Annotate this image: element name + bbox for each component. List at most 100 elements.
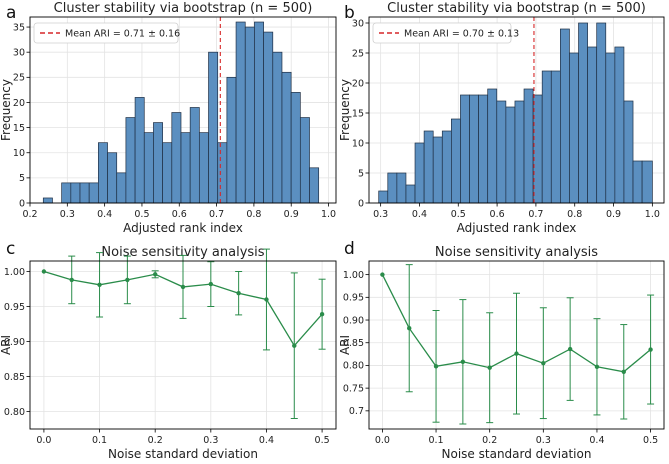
x-axis-label: Adjusted rank index — [123, 221, 243, 235]
y-tick-label: 1.00 — [4, 267, 25, 278]
x-ticks: 0.0 0.1 0.2 0.3 0.4 0.5 — [36, 429, 330, 446]
x-tick-label: 0.2 — [22, 209, 37, 220]
y-tick-label: 1.00 — [343, 270, 364, 281]
x-tick-label: 0.0 — [375, 435, 390, 446]
panel-letter: b — [344, 3, 355, 23]
histogram-bar — [423, 130, 434, 204]
y-axis-label: ARI — [0, 335, 13, 355]
axes-frame — [368, 260, 665, 430]
histogram-bar — [180, 132, 191, 204]
y-tick-label: 0.7 — [349, 406, 364, 417]
legend-label: Mean ARI = 0.71 ± 0.16 — [65, 29, 180, 40]
x-tick-label: 0.9 — [606, 209, 621, 220]
histogram-bar — [396, 172, 407, 204]
histogram-bar — [523, 88, 534, 204]
y-tick-label: 35 — [13, 22, 25, 33]
x-tick-label: 0.6 — [172, 209, 187, 220]
data-point — [514, 351, 519, 356]
y-tick-label: 0 — [358, 198, 364, 209]
legend-box — [372, 22, 512, 44]
histogram-bar — [254, 21, 264, 204]
histogram-bar — [235, 21, 246, 204]
series-markers — [380, 272, 653, 374]
x-tick-label: 0.8 — [246, 209, 261, 220]
y-ticks: 0 5 10 15 20 25 30 — [352, 18, 369, 209]
panel-b: b Cluster stability via bootstrap (n = 50… — [338, 1, 665, 235]
x-tick-label: 0.6 — [490, 209, 505, 220]
x-ticks: 0.3 0.4 0.5 0.6 0.7 0.8 0.9 1.0 — [373, 203, 660, 220]
histogram-bar — [98, 142, 108, 204]
x-tick-label: 0.9 — [284, 209, 299, 220]
y-tick-label: 0.95 — [343, 293, 364, 304]
histogram-bar — [107, 152, 118, 204]
axes-frame — [368, 16, 665, 204]
histogram-bars — [42, 21, 320, 204]
panel-letter: d — [344, 239, 355, 259]
data-point — [594, 364, 600, 369]
y-tick-label: 0.75 — [343, 383, 364, 394]
y-tick-label: 10 — [13, 148, 25, 159]
y-axis-label: ARI — [338, 335, 352, 355]
histogram-bar — [505, 106, 516, 204]
data-point — [41, 269, 47, 274]
histogram-bar — [244, 26, 255, 204]
histogram-bar — [217, 142, 228, 204]
y-tick-label: 25 — [352, 48, 364, 59]
x-tick-label: 0.7 — [209, 209, 224, 220]
histogram-bar — [414, 142, 425, 204]
y-tick-label: 0.95 — [4, 302, 25, 313]
data-point — [97, 282, 102, 287]
y-tick-label: 5 — [358, 168, 364, 179]
histogram-bar — [309, 167, 320, 204]
data-point — [567, 346, 573, 352]
y-ticks: 0.80 0.85 0.90 0.95 1.00 — [4, 267, 30, 418]
histogram-bar — [596, 22, 607, 204]
histogram-bar — [153, 122, 163, 204]
histogram-bar — [226, 76, 237, 204]
histogram-bar — [441, 130, 452, 204]
data-point — [433, 364, 439, 369]
x-ticks: 0.0 0.1 0.2 0.3 0.4 0.5 — [375, 429, 658, 446]
data-point — [541, 360, 546, 366]
panel-letter: a — [6, 3, 16, 23]
data-point — [648, 347, 653, 352]
y-ticks: 0.7 0.75 0.80 0.85 0.90 0.95 1.00 — [343, 270, 369, 417]
data-point — [69, 277, 74, 283]
y-tick-label: 5 — [19, 173, 25, 184]
chart-title: Noise sensitivity analysis — [435, 245, 598, 260]
data-point — [487, 365, 492, 370]
x-tick-label: 1.0 — [645, 209, 660, 220]
chart-title: Cluster stability via bootstrap (n = 500… — [387, 1, 646, 16]
error-bars — [405, 264, 655, 425]
histogram-bar — [569, 52, 579, 204]
x-tick-label: 0.3 — [536, 435, 551, 446]
x-axis-label: Noise standard deviation — [108, 447, 258, 461]
legend-box — [33, 22, 179, 44]
y-tick-label: 0.80 — [4, 407, 25, 418]
x-tick-label: 0.8 — [567, 209, 582, 220]
histogram-bar — [171, 112, 182, 204]
x-tick-label: 0.3 — [60, 209, 75, 220]
x-tick-label: 0.0 — [36, 435, 51, 446]
y-tick-label: 25 — [13, 73, 25, 84]
chart-title: Noise sensitivity analysis — [101, 245, 264, 260]
histogram-bar — [605, 52, 616, 204]
x-axis-label: Noise standard deviation — [442, 447, 592, 461]
histogram-bar — [70, 182, 81, 204]
histogram-bar — [432, 136, 443, 204]
y-tick-label: 0.85 — [4, 372, 25, 383]
legend-label: Mean ARI = 0.70 ± 0.13 — [404, 29, 519, 40]
histogram-bar — [116, 172, 127, 204]
y-tick-label: 0 — [19, 198, 25, 209]
data-point — [208, 281, 214, 287]
histogram-bar — [541, 70, 552, 204]
y-axis-label: Frequency — [0, 79, 13, 141]
series-markers — [41, 269, 325, 348]
x-tick-label: 0.5 — [451, 209, 466, 220]
y-tick-label: 0.90 — [343, 315, 364, 326]
histogram-bar — [61, 182, 72, 204]
histogram-bar — [162, 142, 173, 204]
y-tick-label: 0.90 — [4, 337, 25, 348]
y-axis-label: Frequency — [338, 79, 352, 141]
